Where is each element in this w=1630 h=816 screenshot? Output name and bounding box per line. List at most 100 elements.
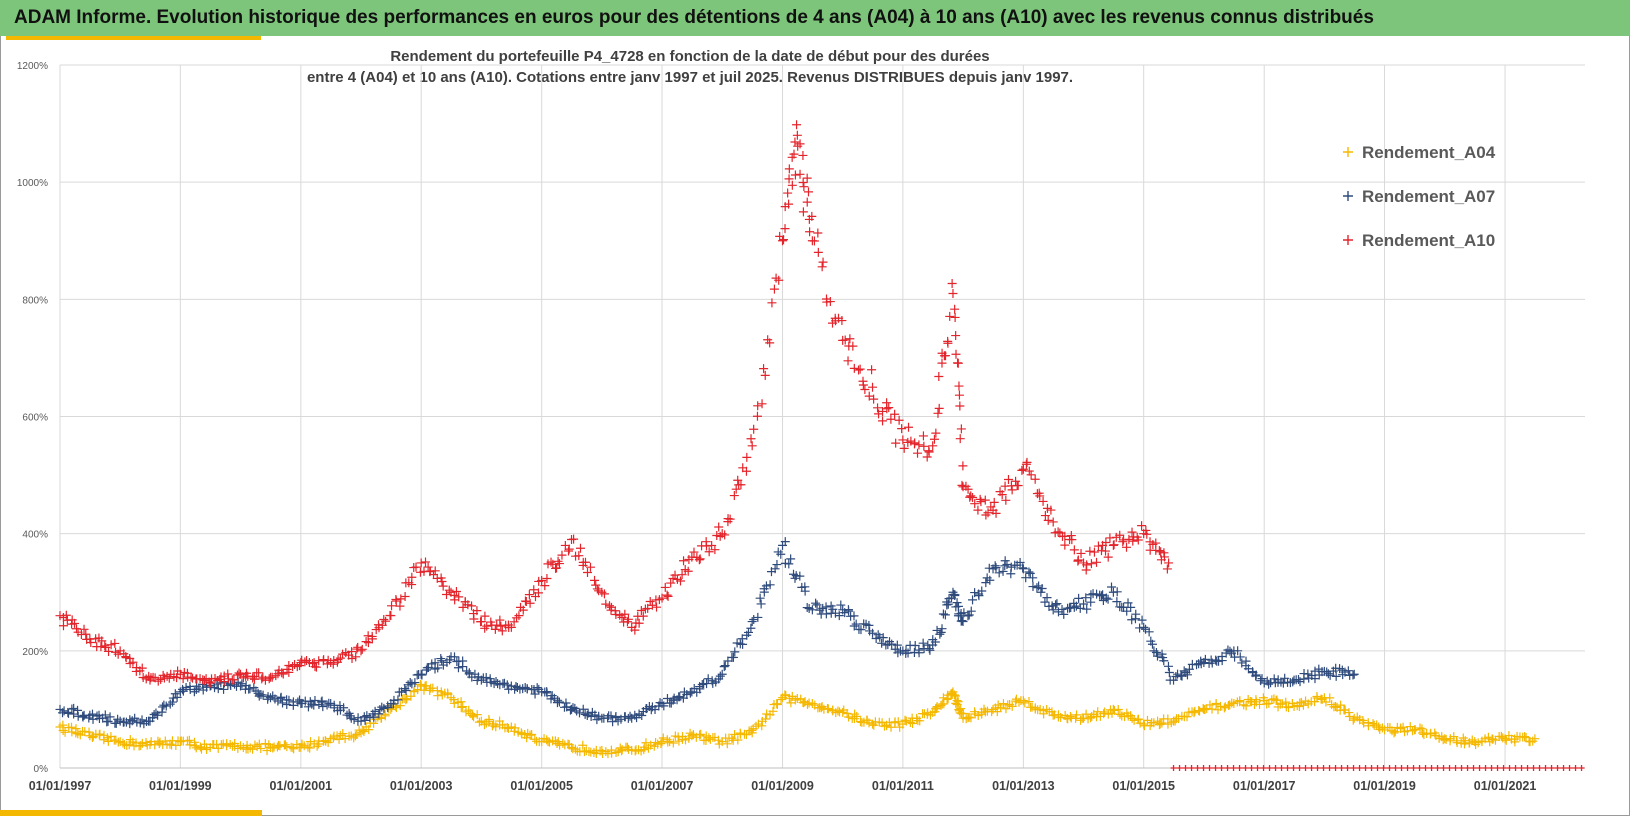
rendement-a10-zero-point xyxy=(1506,765,1513,771)
rendement-a10-zero-point xyxy=(1392,765,1399,771)
rendement-a10-point xyxy=(966,491,976,501)
rendement-a10-point xyxy=(524,590,534,600)
rendement-a10-zero-point xyxy=(1470,765,1477,771)
rendement-a10-point xyxy=(951,349,961,359)
rendement-a10-point xyxy=(248,673,258,683)
rendement-a07-point xyxy=(1126,602,1136,612)
rendement-a04-point xyxy=(303,742,313,752)
rendement-a10-point xyxy=(645,597,655,607)
rendement-a07-point xyxy=(167,697,177,707)
rendement-a07-point xyxy=(910,641,920,651)
rendement-a10-point xyxy=(950,304,960,314)
rendement-a07-point xyxy=(1071,601,1081,611)
rendement-a10-zero-point xyxy=(1356,765,1363,771)
rendement-a04-point xyxy=(1157,718,1167,728)
rendement-a10-zero-point xyxy=(1272,765,1279,771)
rendement-a04-point xyxy=(456,702,466,712)
rendement-a10-point xyxy=(356,646,366,656)
rendement-a07-point xyxy=(849,621,859,631)
rendement-a10-point xyxy=(945,311,955,321)
rendement-a04-point xyxy=(589,748,599,758)
rendement-a10-point xyxy=(922,452,932,462)
rendement-a10-point xyxy=(1122,542,1132,552)
rendement-a04-point xyxy=(1113,705,1123,715)
rendement-a10-point xyxy=(666,578,676,588)
rendement-a10-point xyxy=(843,356,853,366)
rendement-a07-point xyxy=(1139,622,1149,632)
rendement-a10-point xyxy=(805,227,815,237)
rendement-a04-point xyxy=(137,738,147,748)
rendement-a04-point xyxy=(421,681,431,691)
rendement-a07-point xyxy=(856,625,866,635)
rendement-a07-point xyxy=(834,611,844,621)
rendement-a10-zero-point xyxy=(1548,765,1555,771)
y-tick-label: 1000% xyxy=(17,178,48,189)
rendement-a04-point xyxy=(601,747,611,757)
a10-zero-run xyxy=(1170,765,1585,771)
rendement-a04-point xyxy=(350,731,360,741)
rendement-a07-point xyxy=(761,581,771,591)
rendement-a04-point xyxy=(230,739,240,749)
rendement-a10-point xyxy=(725,514,735,524)
rendement-a04-point xyxy=(1166,718,1176,728)
rendement-a07-point xyxy=(165,699,175,709)
rendement-a10-point xyxy=(110,638,120,648)
rendement-a07-point xyxy=(158,702,168,712)
rendement-a10-point xyxy=(492,620,502,630)
rendement-a07-point xyxy=(1343,666,1353,676)
rendement-a04-point xyxy=(1133,714,1143,724)
rendement-a10-zero-point xyxy=(1404,765,1411,771)
rendement-a04-point xyxy=(1142,715,1152,725)
rendement-a04-point xyxy=(1281,702,1291,712)
rendement-a10-point xyxy=(557,550,567,560)
rendement-a10-point xyxy=(591,580,601,590)
rendement-a10-point xyxy=(784,164,794,174)
rendement-a07-point xyxy=(755,593,765,603)
rendement-a07-point xyxy=(582,710,592,720)
rendement-a10-point xyxy=(533,588,543,598)
rendement-a10-point xyxy=(934,403,944,413)
rendement-a07-point xyxy=(868,628,878,638)
rendement-a10-point xyxy=(679,556,689,566)
rendement-a10-point xyxy=(1043,515,1053,525)
rendement-a10-point xyxy=(928,441,938,451)
rendement-a10-point xyxy=(347,654,357,664)
rendement-a10-zero-point xyxy=(1254,765,1261,771)
rendement-a10-point xyxy=(284,660,294,670)
rendement-a10-point xyxy=(858,380,868,390)
rendement-a10-point xyxy=(1048,517,1058,527)
rendement-a07-point xyxy=(130,713,140,723)
rendement-a07-point xyxy=(1323,669,1333,679)
rendement-a04-point xyxy=(1109,705,1119,715)
rendement-a07-point xyxy=(1069,602,1079,612)
rendement-a10-point xyxy=(765,338,775,348)
rendement-a10-point xyxy=(894,415,904,425)
rendement-a10-point xyxy=(542,573,552,583)
rendement-a10-point xyxy=(878,416,888,426)
rendement-a04-point xyxy=(1340,705,1350,715)
x-tick-label: 01/01/2011 xyxy=(872,779,934,793)
rendement-a07-point xyxy=(914,648,924,658)
rendement-a04-point xyxy=(491,722,501,732)
rendement-a10-point xyxy=(783,188,793,198)
rendement-a04-point xyxy=(733,735,743,745)
rendement-a04-point xyxy=(953,697,963,707)
rendement-a07-point xyxy=(453,663,463,673)
rendement-a10-point xyxy=(615,610,625,620)
rendement-a10-point xyxy=(137,663,147,673)
rendement-a10-point xyxy=(361,637,371,647)
rendement-a04-point xyxy=(1473,738,1483,748)
rendement-a10-point xyxy=(437,576,447,586)
rendement-a07-point xyxy=(1233,646,1243,656)
rendement-a04-point xyxy=(216,740,226,750)
rendement-a07-point xyxy=(433,663,443,673)
rendement-a10-point xyxy=(1053,527,1063,537)
rendement-a10-point xyxy=(537,576,547,586)
rendement-a10-zero-point xyxy=(1560,765,1567,771)
rendement-a07-point xyxy=(1048,605,1058,615)
rendement-a10-point xyxy=(367,634,377,644)
rendement-a10-point xyxy=(351,652,361,662)
rendement-a04-point xyxy=(458,702,468,712)
rendement-a04-point xyxy=(306,737,316,747)
rendement-a07-point xyxy=(393,695,403,705)
